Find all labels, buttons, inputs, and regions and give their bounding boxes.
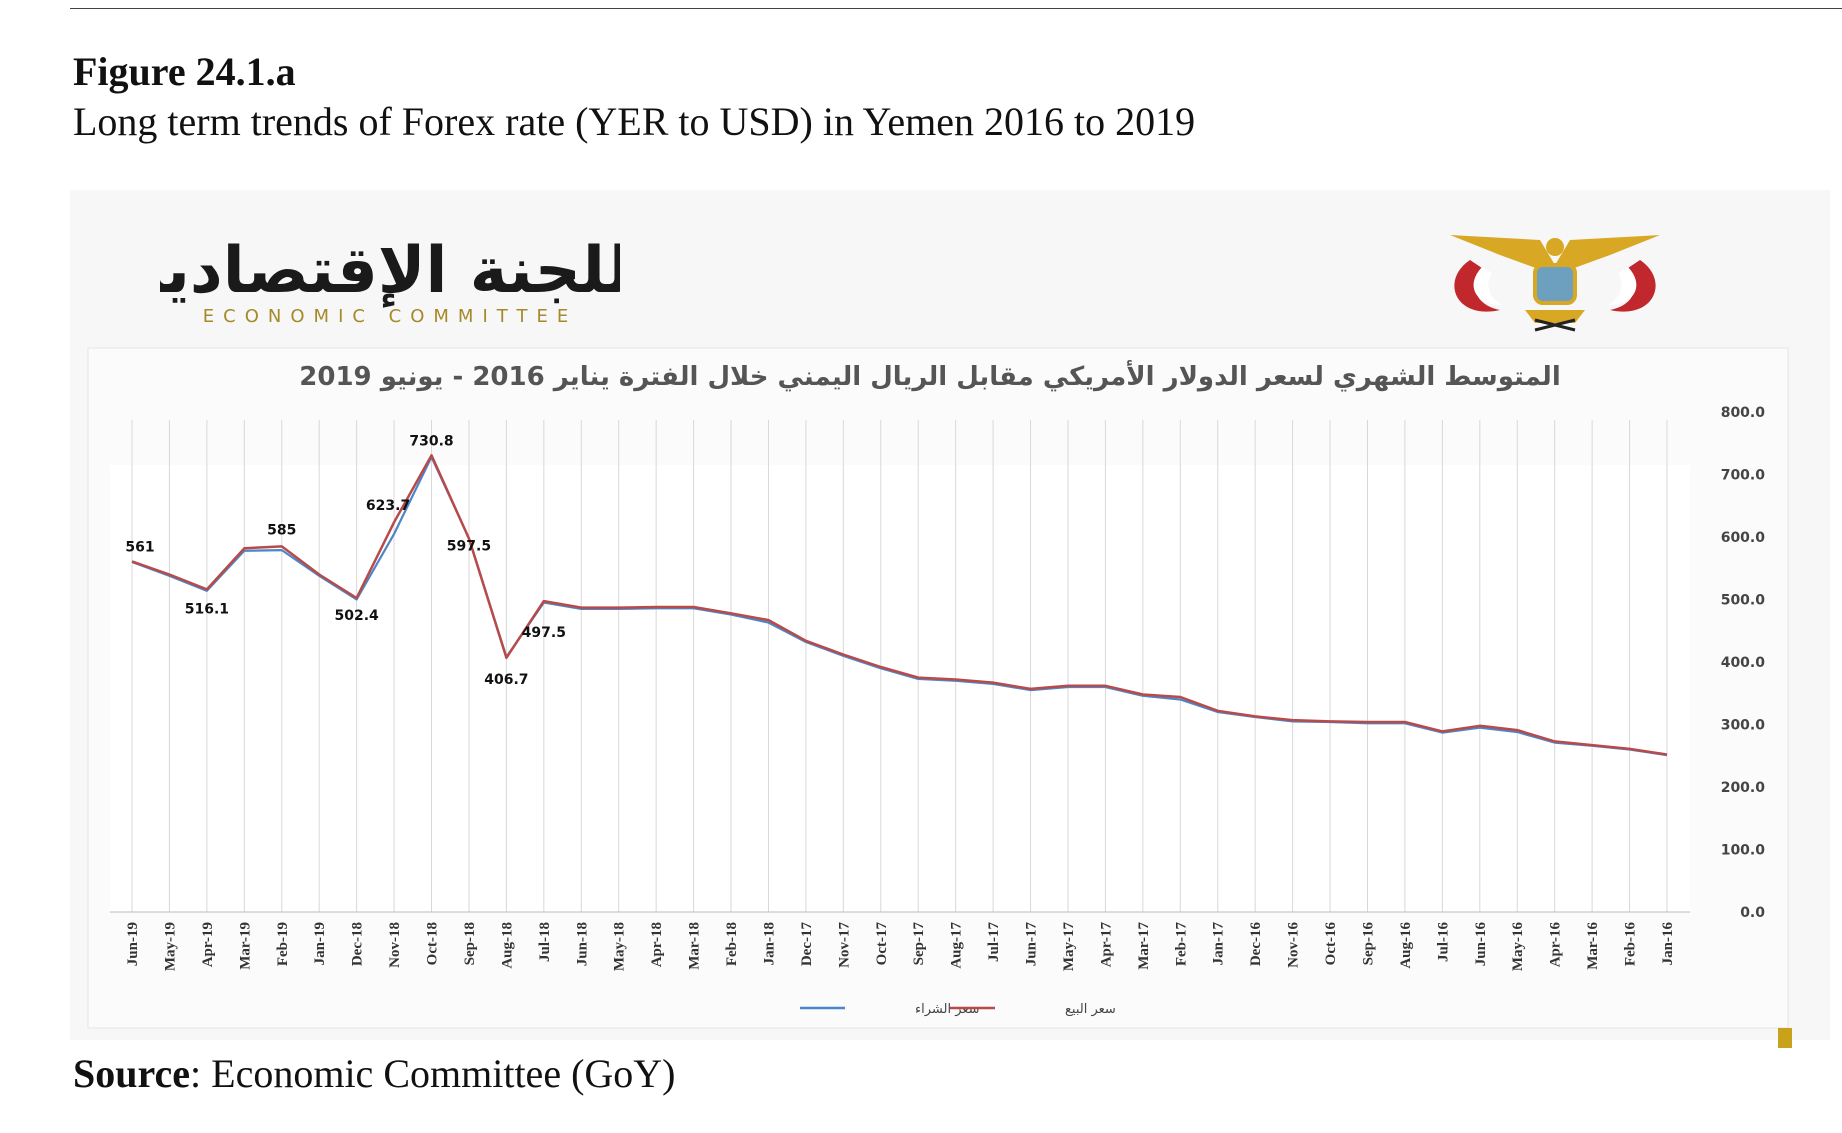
x-tick-label: May-17 — [1061, 922, 1077, 972]
x-tick-label: Apr-17 — [1098, 922, 1114, 968]
x-tick-label: Aug-18 — [499, 922, 515, 969]
yemen-eagle-emblem-icon — [1450, 235, 1660, 332]
x-tick-label: Jun-19 — [125, 922, 141, 966]
legend-label-buy: سعر الشراء — [915, 1002, 980, 1017]
series-line-sell — [131, 454, 1668, 756]
x-tick-label: Sep-18 — [462, 922, 478, 965]
y-tick-label: 100.0 — [1721, 843, 1766, 859]
y-tick-label: 400.0 — [1721, 655, 1766, 671]
figure-number: Figure 24.1.a — [73, 49, 296, 94]
legend-label-sell: سعر البيع — [1065, 1002, 1116, 1017]
x-tick-label: Jan-18 — [761, 922, 777, 965]
data-label: 585 — [267, 522, 296, 538]
x-tick-label: Nov-18 — [387, 922, 403, 968]
y-tick-label: 700.0 — [1721, 468, 1766, 484]
x-tick-label: Jan-19 — [312, 922, 328, 965]
x-tick-label: Apr-19 — [200, 922, 216, 967]
data-label: 502.4 — [334, 608, 379, 624]
x-tick-label: Jun-16 — [1473, 922, 1489, 967]
x-tick-label: May-16 — [1510, 922, 1526, 972]
data-label: 497.5 — [522, 625, 566, 641]
data-label: 597.5 — [447, 539, 491, 555]
data-label: 516.1 — [185, 601, 229, 617]
x-tick-label: Oct-18 — [425, 922, 441, 965]
x-tick-label: Mar-16 — [1585, 922, 1601, 970]
data-label: 623.7 — [366, 498, 410, 514]
x-tick-label: Jul-17 — [986, 922, 1002, 963]
x-tick-label: May-19 — [162, 922, 178, 971]
y-tick-label: 800.0 — [1721, 405, 1766, 421]
plot-area — [110, 465, 1690, 912]
x-tick-label: Aug-16 — [1398, 922, 1414, 969]
logo-arabic-text: اللجنة الإقتصادية — [160, 234, 620, 308]
line-chart: المتوسط الشهري لسعر الدولار الأمريكي مقا… — [87, 347, 1789, 1029]
x-tick-label: Oct-16 — [1323, 922, 1339, 966]
x-tick-label: Feb-18 — [724, 922, 740, 966]
x-tick-label: Feb-16 — [1623, 922, 1639, 967]
source-line: Source: Economic Committee (GoY) — [73, 1050, 675, 1097]
y-tick-label: 200.0 — [1721, 780, 1766, 796]
x-tick-label: Aug-17 — [949, 922, 965, 969]
x-tick-label: Jul-18 — [537, 922, 553, 962]
chart-panel: المتوسط الشهري لسعر الدولار الأمريكي مقا… — [70, 190, 1830, 1040]
x-tick-label: Jun-17 — [1024, 922, 1040, 967]
source-label: Source — [73, 1051, 191, 1096]
x-tick-label: Nov-16 — [1286, 922, 1302, 968]
source-text: : Economic Committee (GoY) — [190, 1051, 676, 1096]
x-tick-label: May-18 — [612, 922, 628, 971]
data-label: 730.8 — [409, 433, 453, 449]
x-tick-label: Sep-16 — [1360, 922, 1376, 966]
x-tick-label: Jul-16 — [1435, 922, 1451, 963]
y-tick-label: 300.0 — [1721, 718, 1766, 734]
x-tick-label: Apr-18 — [649, 922, 665, 967]
economic-committee-logo: اللجنة الإقتصادية ECONOMIC COMMITTEE — [160, 234, 620, 327]
x-tick-label: Feb-19 — [275, 922, 291, 966]
x-tick-label: Jun-18 — [574, 922, 590, 966]
chart-title: المتوسط الشهري لسعر الدولار الأمريكي مقا… — [299, 360, 1560, 392]
x-tick-label: Sep-17 — [911, 922, 927, 966]
x-tick-label: Mar-18 — [687, 922, 703, 970]
y-tick-label: 0.0 — [1740, 905, 1765, 921]
x-tick-label: Dec-18 — [350, 922, 366, 966]
x-tick-label: Oct-17 — [874, 922, 890, 966]
top-rule — [70, 8, 1842, 9]
data-label: 406.7 — [484, 672, 528, 688]
gold-marker — [1778, 1028, 1792, 1048]
figure-title: Long term trends of Forex rate (YER to U… — [73, 99, 1196, 144]
x-tick-label: Mar-17 — [1136, 922, 1152, 970]
y-tick-label: 600.0 — [1721, 530, 1766, 546]
x-tick-label: Mar-19 — [237, 922, 253, 970]
x-tick-label: Jan-16 — [1660, 922, 1676, 966]
x-tick-label: Apr-16 — [1548, 922, 1564, 968]
x-tick-label: Nov-17 — [836, 922, 852, 968]
x-tick-label: Jan-17 — [1211, 922, 1227, 966]
x-tick-label: Dec-17 — [799, 922, 815, 967]
logo-english-text: ECONOMIC COMMITTEE — [203, 306, 577, 327]
x-tick-label: Feb-17 — [1173, 922, 1189, 967]
x-tick-label: Dec-16 — [1248, 922, 1264, 967]
data-label: 561 — [125, 539, 154, 555]
y-tick-label: 500.0 — [1721, 593, 1766, 609]
